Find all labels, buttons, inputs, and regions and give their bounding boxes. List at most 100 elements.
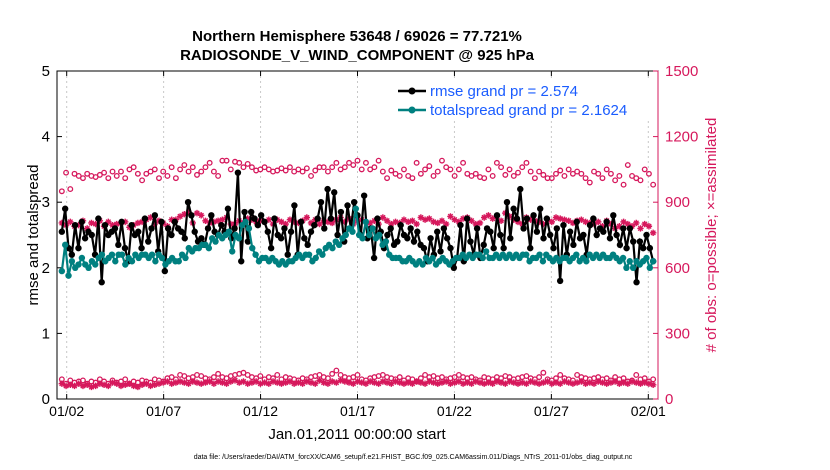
data-point bbox=[543, 215, 551, 222]
data-point bbox=[487, 228, 494, 235]
data-point bbox=[360, 192, 368, 199]
obs-point bbox=[143, 380, 150, 387]
data-point bbox=[287, 228, 295, 235]
data-point bbox=[497, 231, 504, 239]
data-point bbox=[112, 258, 119, 265]
obs-point bbox=[252, 378, 260, 385]
obs-point bbox=[565, 166, 572, 173]
obs-point bbox=[468, 217, 475, 224]
data-point bbox=[613, 231, 620, 239]
data-point bbox=[527, 244, 534, 252]
data-point bbox=[374, 215, 381, 222]
obs-point bbox=[557, 167, 564, 174]
obs-point bbox=[603, 380, 610, 387]
data-point bbox=[175, 258, 182, 265]
obs-point bbox=[612, 177, 619, 184]
obs-point bbox=[138, 218, 146, 226]
data-point bbox=[365, 231, 373, 239]
data-point bbox=[500, 244, 507, 252]
obs-point bbox=[96, 380, 104, 387]
obs-point bbox=[227, 220, 234, 228]
data-point bbox=[580, 231, 587, 239]
obs-point bbox=[413, 378, 420, 385]
obs-point bbox=[58, 219, 66, 227]
obs-point bbox=[295, 379, 302, 386]
obs-point bbox=[324, 218, 332, 226]
data-point bbox=[61, 205, 69, 212]
obs-point bbox=[595, 170, 602, 177]
obs-point bbox=[561, 216, 568, 223]
obs-point bbox=[544, 378, 551, 385]
obs-point bbox=[510, 216, 517, 223]
obs-point bbox=[324, 168, 331, 175]
obs-point bbox=[447, 213, 454, 220]
obs-point bbox=[447, 166, 454, 173]
x-axis-label: Jan.01,2011 00:00:00 start bbox=[268, 426, 446, 443]
obs-point bbox=[71, 382, 78, 390]
obs-point bbox=[156, 175, 162, 182]
y-tick-label-left: 2 bbox=[42, 260, 50, 277]
obs-point bbox=[557, 215, 564, 222]
obs-point bbox=[172, 175, 179, 182]
obs-point bbox=[421, 380, 429, 387]
data-point bbox=[629, 264, 637, 271]
data-point bbox=[593, 231, 600, 239]
data-point bbox=[349, 228, 356, 235]
data-point bbox=[88, 231, 95, 239]
obs-point bbox=[80, 175, 86, 182]
obs-point bbox=[130, 164, 137, 171]
obs-point bbox=[498, 164, 505, 171]
obs-point bbox=[366, 378, 374, 385]
obs-point bbox=[219, 379, 226, 386]
obs-point bbox=[607, 170, 614, 177]
data-point bbox=[404, 235, 411, 242]
obs-point bbox=[502, 380, 509, 387]
obs-point bbox=[561, 173, 568, 179]
chart-title: Northern Hemisphere 53648 / 69026 = 77.7… bbox=[192, 28, 522, 45]
obs-point bbox=[514, 380, 522, 387]
obs-point bbox=[472, 378, 479, 385]
obs-point bbox=[637, 225, 644, 232]
obs-point bbox=[485, 379, 492, 386]
data-point bbox=[359, 235, 366, 242]
obs-point bbox=[231, 377, 239, 384]
obs-point bbox=[210, 218, 218, 226]
obs-point bbox=[464, 379, 471, 386]
obs-point bbox=[278, 380, 285, 387]
data-point bbox=[188, 212, 195, 219]
obs-point bbox=[552, 214, 560, 221]
obs-point bbox=[278, 218, 285, 226]
obs-point bbox=[210, 168, 217, 175]
obs-point bbox=[472, 170, 479, 177]
data-point bbox=[118, 218, 125, 226]
obs-point bbox=[100, 381, 108, 388]
x-tick-label: 01/27 bbox=[534, 403, 569, 419]
obs-point bbox=[105, 175, 112, 182]
x-tick-label: 02/01 bbox=[631, 403, 666, 419]
data-point bbox=[85, 264, 92, 271]
obs-point bbox=[328, 219, 336, 227]
obs-point bbox=[350, 380, 357, 387]
obs-point bbox=[282, 167, 289, 174]
obs-point bbox=[312, 167, 319, 174]
obs-point bbox=[459, 215, 467, 222]
data-point bbox=[178, 228, 185, 235]
data-point bbox=[646, 244, 654, 252]
obs-point bbox=[409, 380, 416, 387]
data-point bbox=[297, 218, 305, 226]
obs-point bbox=[265, 380, 273, 387]
obs-point bbox=[134, 383, 142, 391]
obs-point bbox=[371, 217, 378, 224]
obs-point bbox=[515, 169, 521, 176]
obs-point bbox=[595, 378, 602, 385]
obs-point bbox=[552, 379, 560, 386]
obs-point bbox=[147, 382, 154, 390]
data-point bbox=[301, 235, 308, 242]
obs-point bbox=[303, 165, 310, 172]
obs-point bbox=[565, 379, 572, 386]
data-point bbox=[570, 241, 577, 249]
data-point bbox=[420, 244, 428, 252]
obs-point bbox=[447, 380, 454, 387]
obs-point bbox=[510, 379, 517, 386]
data-point bbox=[523, 215, 531, 222]
